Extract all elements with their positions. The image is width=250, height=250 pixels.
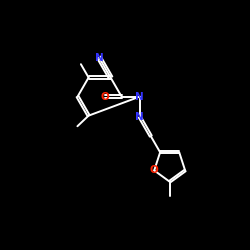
Text: N: N bbox=[136, 92, 144, 102]
Text: N: N bbox=[136, 112, 144, 122]
Text: N: N bbox=[95, 52, 104, 62]
Text: O: O bbox=[101, 92, 110, 102]
Text: O: O bbox=[150, 166, 158, 175]
